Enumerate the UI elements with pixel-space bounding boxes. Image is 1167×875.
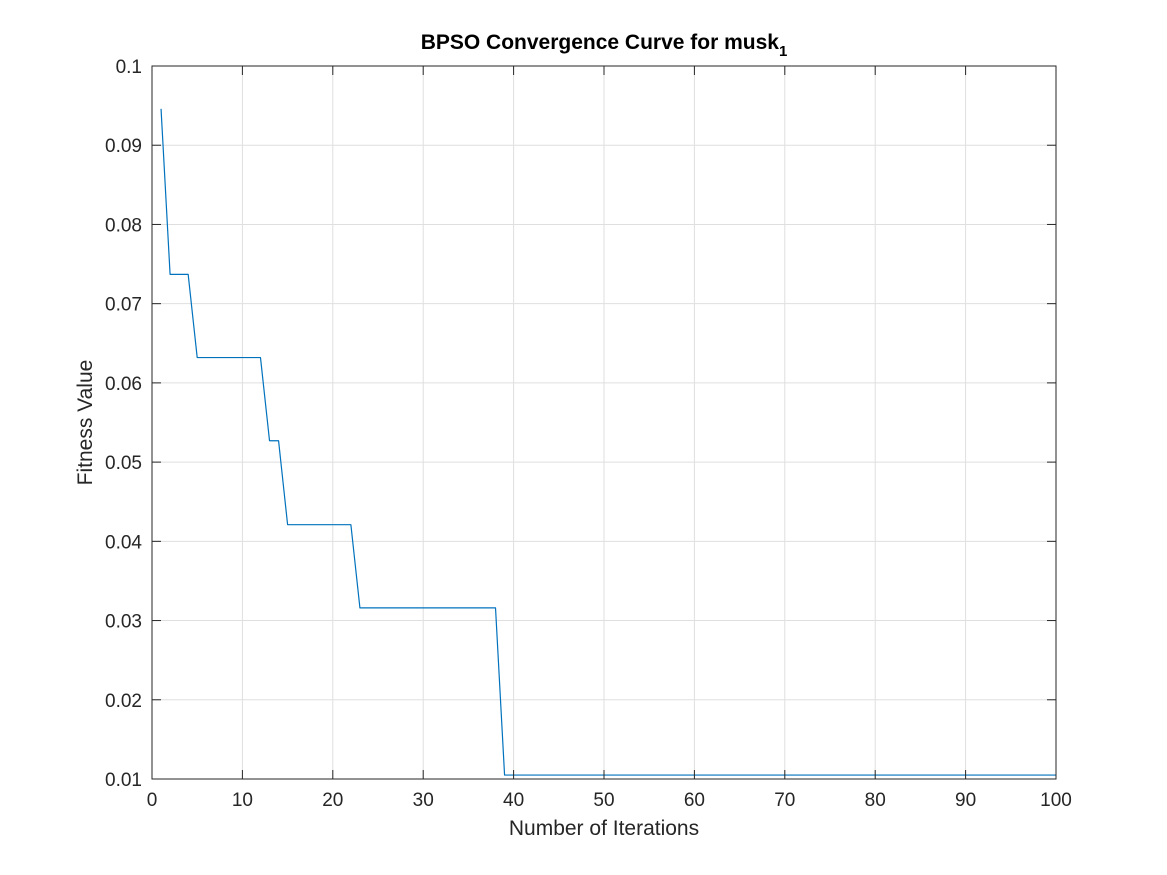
- x-tick-label: 90: [955, 790, 976, 811]
- x-tick-label: 10: [232, 790, 253, 811]
- y-tick-label: 0.09: [105, 136, 142, 157]
- y-tick-label: 0.03: [105, 612, 142, 633]
- y-tick-label: 0.07: [105, 295, 142, 316]
- y-tick-label: 0.04: [105, 532, 142, 553]
- x-tick-labels: 0 10 20 30 40 50 60 70 80 90 100: [147, 790, 1072, 811]
- chart-title-subscript: 1: [779, 43, 787, 60]
- chart-title-main: BPSO Convergence Curve for musk: [421, 31, 780, 54]
- y-tick-label: 0.05: [105, 453, 142, 474]
- series-layer: [160, 108, 1056, 776]
- y-tick-label: 0.1: [116, 57, 142, 78]
- x-tick-label: 60: [684, 790, 705, 811]
- x-tick-label: 80: [865, 790, 886, 811]
- y-tick-labels: 0.01 0.02 0.03 0.04 0.05 0.06 0.07 0.08 0.09 0.1: [105, 57, 142, 791]
- convergence-line: [160, 108, 1056, 776]
- chart-title: BPSO Convergence Curve for musk1: [421, 31, 788, 60]
- y-tick-label: 0.06: [105, 374, 142, 395]
- x-tick-label: 100: [1040, 790, 1072, 811]
- x-axis-label: Number of Iterations: [509, 817, 699, 840]
- plot-area: [151, 65, 1057, 780]
- tick-marks: [151, 65, 1057, 780]
- x-tick-label: 40: [503, 790, 524, 811]
- y-tick-label: 0.02: [105, 691, 142, 712]
- x-tick-label: 30: [413, 790, 434, 811]
- x-tick-label: 50: [593, 790, 614, 811]
- y-tick-label: 0.01: [105, 770, 142, 791]
- y-tick-label: 0.08: [105, 215, 142, 236]
- x-tick-label: 70: [774, 790, 795, 811]
- x-tick-label: 0: [147, 790, 158, 811]
- y-axis-label: Fitness Value: [74, 360, 97, 486]
- x-tick-label: 20: [322, 790, 343, 811]
